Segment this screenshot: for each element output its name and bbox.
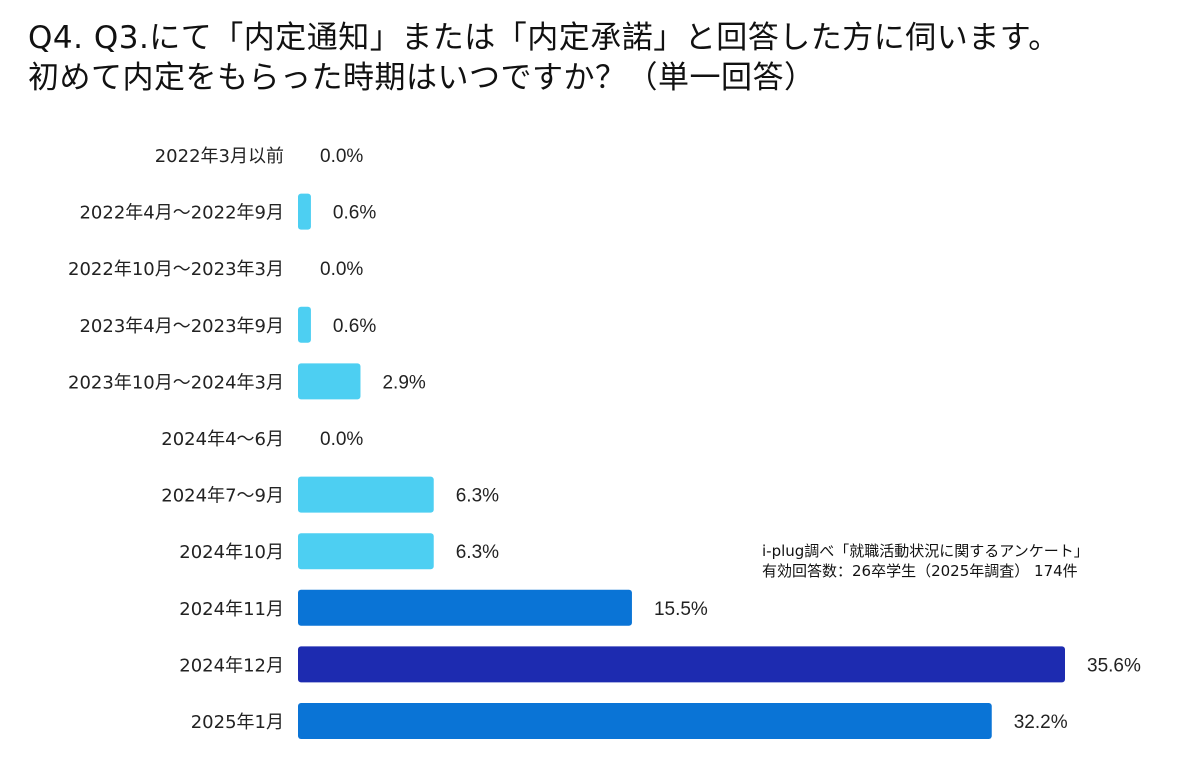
value-label: 2.9% xyxy=(382,372,425,393)
category-label: 2023年4月〜2023年9月 xyxy=(79,316,284,337)
chart-title-line-1: Q4. Q3.にて「内定通知」または「内定承諾」と回答した方に伺います。 xyxy=(28,20,1060,56)
value-label: 0.6% xyxy=(333,316,376,337)
bar xyxy=(298,589,632,626)
bar xyxy=(298,703,992,739)
bar xyxy=(298,533,434,570)
bar xyxy=(298,476,434,513)
category-label: 2024年12月 xyxy=(179,655,284,676)
category-label: 2024年10月 xyxy=(179,542,284,563)
value-label: 0.0% xyxy=(320,259,363,280)
value-label: 15.5% xyxy=(654,599,708,620)
category-label: 2023年10月〜2024年3月 xyxy=(68,372,284,393)
category-label: 2025年1月 xyxy=(191,712,284,733)
bar xyxy=(298,363,361,400)
value-label: 32.2% xyxy=(1014,712,1068,733)
category-label: 2024年11月 xyxy=(179,599,284,620)
category-label: 2024年4〜6月 xyxy=(161,429,284,450)
category-label: 2022年10月〜2023年3月 xyxy=(68,259,284,280)
bar xyxy=(298,646,1065,683)
value-label: 6.3% xyxy=(456,542,499,563)
value-label: 0.6% xyxy=(333,203,376,224)
category-label: 2022年4月〜2022年9月 xyxy=(79,203,284,224)
category-label: 2022年3月以前 xyxy=(155,146,284,167)
bar xyxy=(298,193,311,230)
bar xyxy=(298,306,311,343)
value-label: 0.0% xyxy=(320,146,363,167)
value-label: 6.3% xyxy=(456,486,499,507)
chart-title: Q4. Q3.にて「内定通知」または「内定承諾」と回答した方に伺います。 初めて… xyxy=(28,18,1178,98)
source-note: i-plug調べ「就職活動状況に関するアンケート」 有効回答数：26卒学生（20… xyxy=(762,541,1089,581)
source-note-line-2: 有効回答数：26卒学生（2025年調査） 174件 xyxy=(762,562,1078,580)
value-label: 35.6% xyxy=(1087,655,1141,676)
chart-title-line-2: 初めて内定をもらった時期はいつですか？（単一回答） xyxy=(28,60,816,96)
value-label: 0.0% xyxy=(320,429,363,450)
source-note-line-1: i-plug調べ「就職活動状況に関するアンケート」 xyxy=(762,542,1089,560)
category-label: 2024年7〜9月 xyxy=(161,486,284,507)
